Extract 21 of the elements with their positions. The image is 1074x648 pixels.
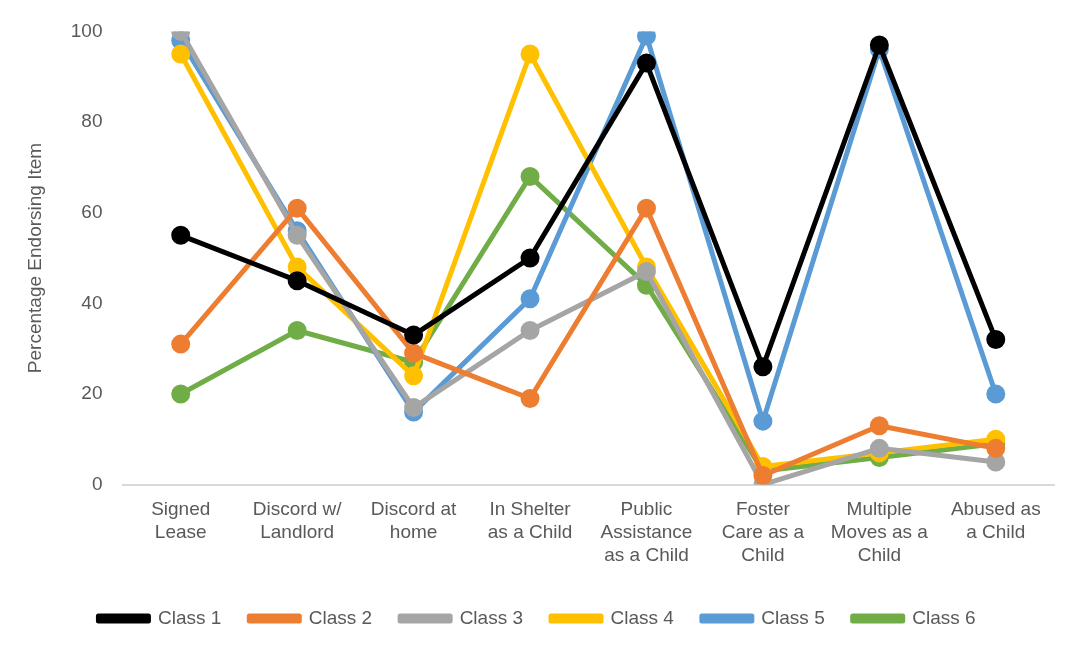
x-tick-label: Foster Care as a Child: [721, 498, 805, 565]
legend-label: Class 4: [610, 606, 675, 628]
x-tick-label: Abused as a Child: [950, 498, 1041, 543]
legend-label: Class 6: [912, 606, 976, 628]
x-tick-label: Multiple Moves as a Child: [830, 498, 929, 565]
legend-label: Class 5: [761, 606, 825, 628]
y-tick-label: 40: [81, 291, 103, 313]
y-tick-label: 100: [70, 19, 103, 41]
y-tick-label: 0: [91, 472, 103, 494]
x-tick-label: Signed Lease: [151, 498, 211, 543]
y-axis-title: Percentage Endorsing Item: [23, 142, 45, 374]
x-tick-label: Public Assistance as a Child: [600, 498, 693, 565]
x-tick-label: Discord w/ Landlord: [252, 498, 343, 543]
y-tick-label: 60: [81, 200, 103, 222]
legend-label: Class 3: [459, 606, 523, 628]
x-tick-label: Discord at home: [370, 498, 458, 543]
legend-label: Class 1: [157, 606, 222, 628]
legend-label: Class 2: [308, 606, 373, 628]
x-tick-label: In Shelter as a Child: [487, 498, 573, 543]
y-tick-label: 80: [81, 110, 103, 132]
y-tick-label: 20: [81, 382, 103, 404]
